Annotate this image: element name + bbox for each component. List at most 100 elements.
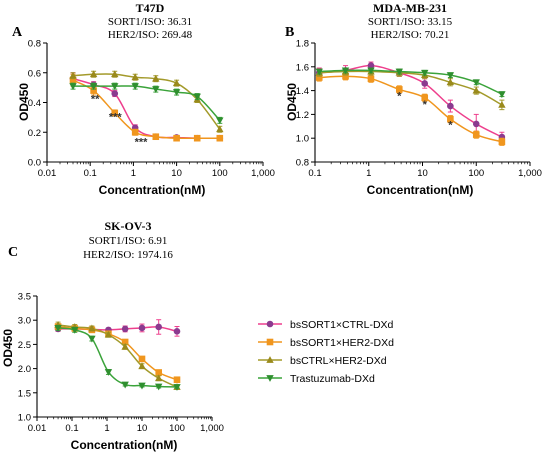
panel-letter: B xyxy=(285,25,294,40)
x-tick-label: 1 xyxy=(366,168,371,179)
y-tick-label: 0.2 xyxy=(28,128,41,139)
data-point-square xyxy=(395,86,403,93)
data-point-triangle-up xyxy=(131,73,139,81)
series-trastuzumab xyxy=(315,67,506,99)
significance-marker: *** xyxy=(135,137,149,149)
data-point-triangle-down xyxy=(472,79,480,87)
data-point-triangle-down xyxy=(71,326,79,334)
data-point-triangle-up xyxy=(88,324,96,332)
data-point-square xyxy=(498,138,506,146)
x-tick-label: 1,000 xyxy=(518,168,542,179)
data-point-triangle-up xyxy=(152,74,160,82)
cell-line-title: T47D xyxy=(136,1,165,15)
data-point-triangle-down xyxy=(266,375,274,382)
y-tick-label: 0.0 xyxy=(28,158,41,169)
data-point-triangle-down xyxy=(421,69,429,77)
x-tick-label: 10 xyxy=(171,168,182,179)
data-point-triangle-down xyxy=(138,382,146,390)
x-tick-label: 100 xyxy=(169,423,185,434)
x-tick-label: 10 xyxy=(137,423,148,434)
series-trastuzumab xyxy=(54,325,181,391)
data-point-circle xyxy=(173,328,181,335)
data-point-square xyxy=(421,94,429,102)
legend-label: bsSORT1×HER2-DXd xyxy=(290,337,394,349)
data-point-triangle-down xyxy=(111,83,119,91)
cell-line-title: MDA-MB-231 xyxy=(373,1,447,15)
data-point-square xyxy=(69,76,77,84)
data-point-square xyxy=(472,131,480,138)
series-bsctrl-her2 xyxy=(315,67,506,111)
data-point-triangle-up xyxy=(216,125,224,133)
data-point-circle xyxy=(138,324,146,332)
x-tick-label: 1 xyxy=(104,423,109,434)
data-point-triangle-down xyxy=(152,86,160,94)
x-tick-label: 0.1 xyxy=(84,168,97,179)
data-point-square xyxy=(193,134,201,142)
data-point-triangle-up xyxy=(498,100,506,108)
y-tick-label: 1.2 xyxy=(296,110,309,121)
legend-item: bsCTRL×HER2-DXd xyxy=(258,355,387,367)
data-point-square xyxy=(152,133,160,141)
her2-iso-label: HER2/ISO: 1974.16 xyxy=(83,249,173,261)
x-tick-label: 10 xyxy=(417,168,428,179)
panel-letter: A xyxy=(12,25,23,40)
data-point-triangle-up xyxy=(154,374,163,382)
y-axis-label: OD450 xyxy=(1,329,15,367)
significance-marker: ** xyxy=(91,94,100,106)
legend: bsSORT1×CTRL-DXd bsSORT1×HER2-DXd bsCTRL×H… xyxy=(258,319,394,385)
y-tick-label: 2.0 xyxy=(18,364,31,375)
legend-item: Trastuzumab-DXd xyxy=(258,373,375,385)
data-point-square xyxy=(447,115,454,123)
data-point-triangle-up xyxy=(472,86,480,94)
data-point-square xyxy=(138,355,146,363)
data-point-triangle-down xyxy=(173,384,181,391)
data-point-circle xyxy=(421,80,429,87)
axes: 1.0 1.5 2.0 2.5 3.0 3.5 0.01 0.1 1 10 100 1,000 xyxy=(18,292,224,435)
y-tick-label: 1.5 xyxy=(18,388,31,399)
data-point-triangle-up xyxy=(121,342,129,350)
x-tick-label: 0.01 xyxy=(38,168,57,179)
data-point-circle xyxy=(111,90,119,97)
legend-item: bsSORT1×HER2-DXd xyxy=(258,337,394,349)
legend-label: bsSORT1×CTRL-DXd xyxy=(290,319,394,331)
data-point-triangle-up xyxy=(138,362,146,370)
significance-marker: * xyxy=(448,120,453,132)
data-point-triangle-up xyxy=(89,70,98,78)
x-tick-label: 100 xyxy=(468,168,484,179)
x-tick-label: 0.1 xyxy=(65,423,78,434)
x-tick-label: 0.1 xyxy=(308,168,321,179)
y-tick-label: 1.4 xyxy=(296,86,309,97)
data-point-circle xyxy=(472,120,480,128)
data-marks: * * * xyxy=(315,61,506,146)
data-point-triangle-down xyxy=(498,91,506,99)
data-point-square xyxy=(90,87,97,94)
data-marks xyxy=(54,319,181,391)
data-point-triangle-down xyxy=(172,89,181,96)
y-tick-label: 0.8 xyxy=(28,39,41,50)
data-point-triangle-up xyxy=(266,356,274,363)
data-point-circle xyxy=(367,62,375,69)
x-tick-label: 0.01 xyxy=(28,423,47,434)
cell-line-title: SK-OV-3 xyxy=(104,219,151,233)
y-axis-label: OD450 xyxy=(285,83,299,121)
data-point-triangle-down xyxy=(89,83,98,91)
data-point-triangle-down xyxy=(446,72,455,80)
data-point-square xyxy=(315,74,323,81)
data-point-triangle-up xyxy=(104,330,113,338)
series-bssort1-her2 xyxy=(315,72,506,146)
series-trastuzumab xyxy=(69,82,224,125)
data-point-triangle-up xyxy=(172,79,181,87)
y-tick-label: 1.0 xyxy=(296,134,309,145)
data-point-triangle-down xyxy=(88,335,96,343)
her2-iso-label: HER2/ISO: 269.48 xyxy=(108,29,193,41)
data-point-square xyxy=(131,128,139,136)
y-tick-label: 3.5 xyxy=(18,292,31,303)
x-tick-label: 1,000 xyxy=(251,168,275,179)
data-point-circle xyxy=(266,320,274,328)
data-point-square xyxy=(121,338,129,346)
data-point-square xyxy=(216,134,224,142)
panel-b: B MDA-MB-231 SORT1/ISO: 33.15 HER2/ISO: … xyxy=(285,1,542,197)
x-tick-label: 100 xyxy=(212,168,228,179)
significance-marker: * xyxy=(423,99,428,111)
y-tick-label: 0.4 xyxy=(28,98,41,109)
